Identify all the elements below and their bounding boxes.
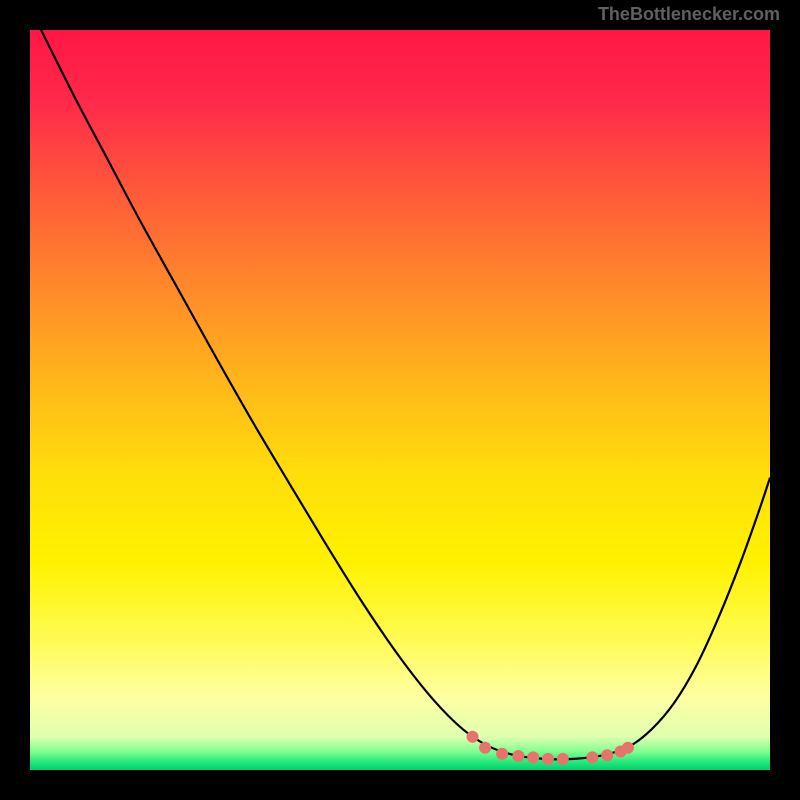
- marker-dot: [542, 753, 554, 765]
- chart-plot-area: [30, 30, 770, 770]
- curve-layer: [30, 30, 770, 770]
- marker-dot: [512, 750, 524, 762]
- marker-dot: [586, 751, 598, 763]
- marker-dot: [467, 731, 479, 743]
- marker-dot: [479, 742, 491, 754]
- marker-dot: [601, 749, 613, 761]
- marker-dot: [622, 742, 634, 754]
- marker-dot: [496, 748, 508, 760]
- marker-dot: [557, 753, 569, 765]
- watermark-text: TheBottlenecker.com: [598, 4, 780, 25]
- bottleneck-curve: [41, 30, 770, 759]
- marker-dot: [527, 751, 539, 763]
